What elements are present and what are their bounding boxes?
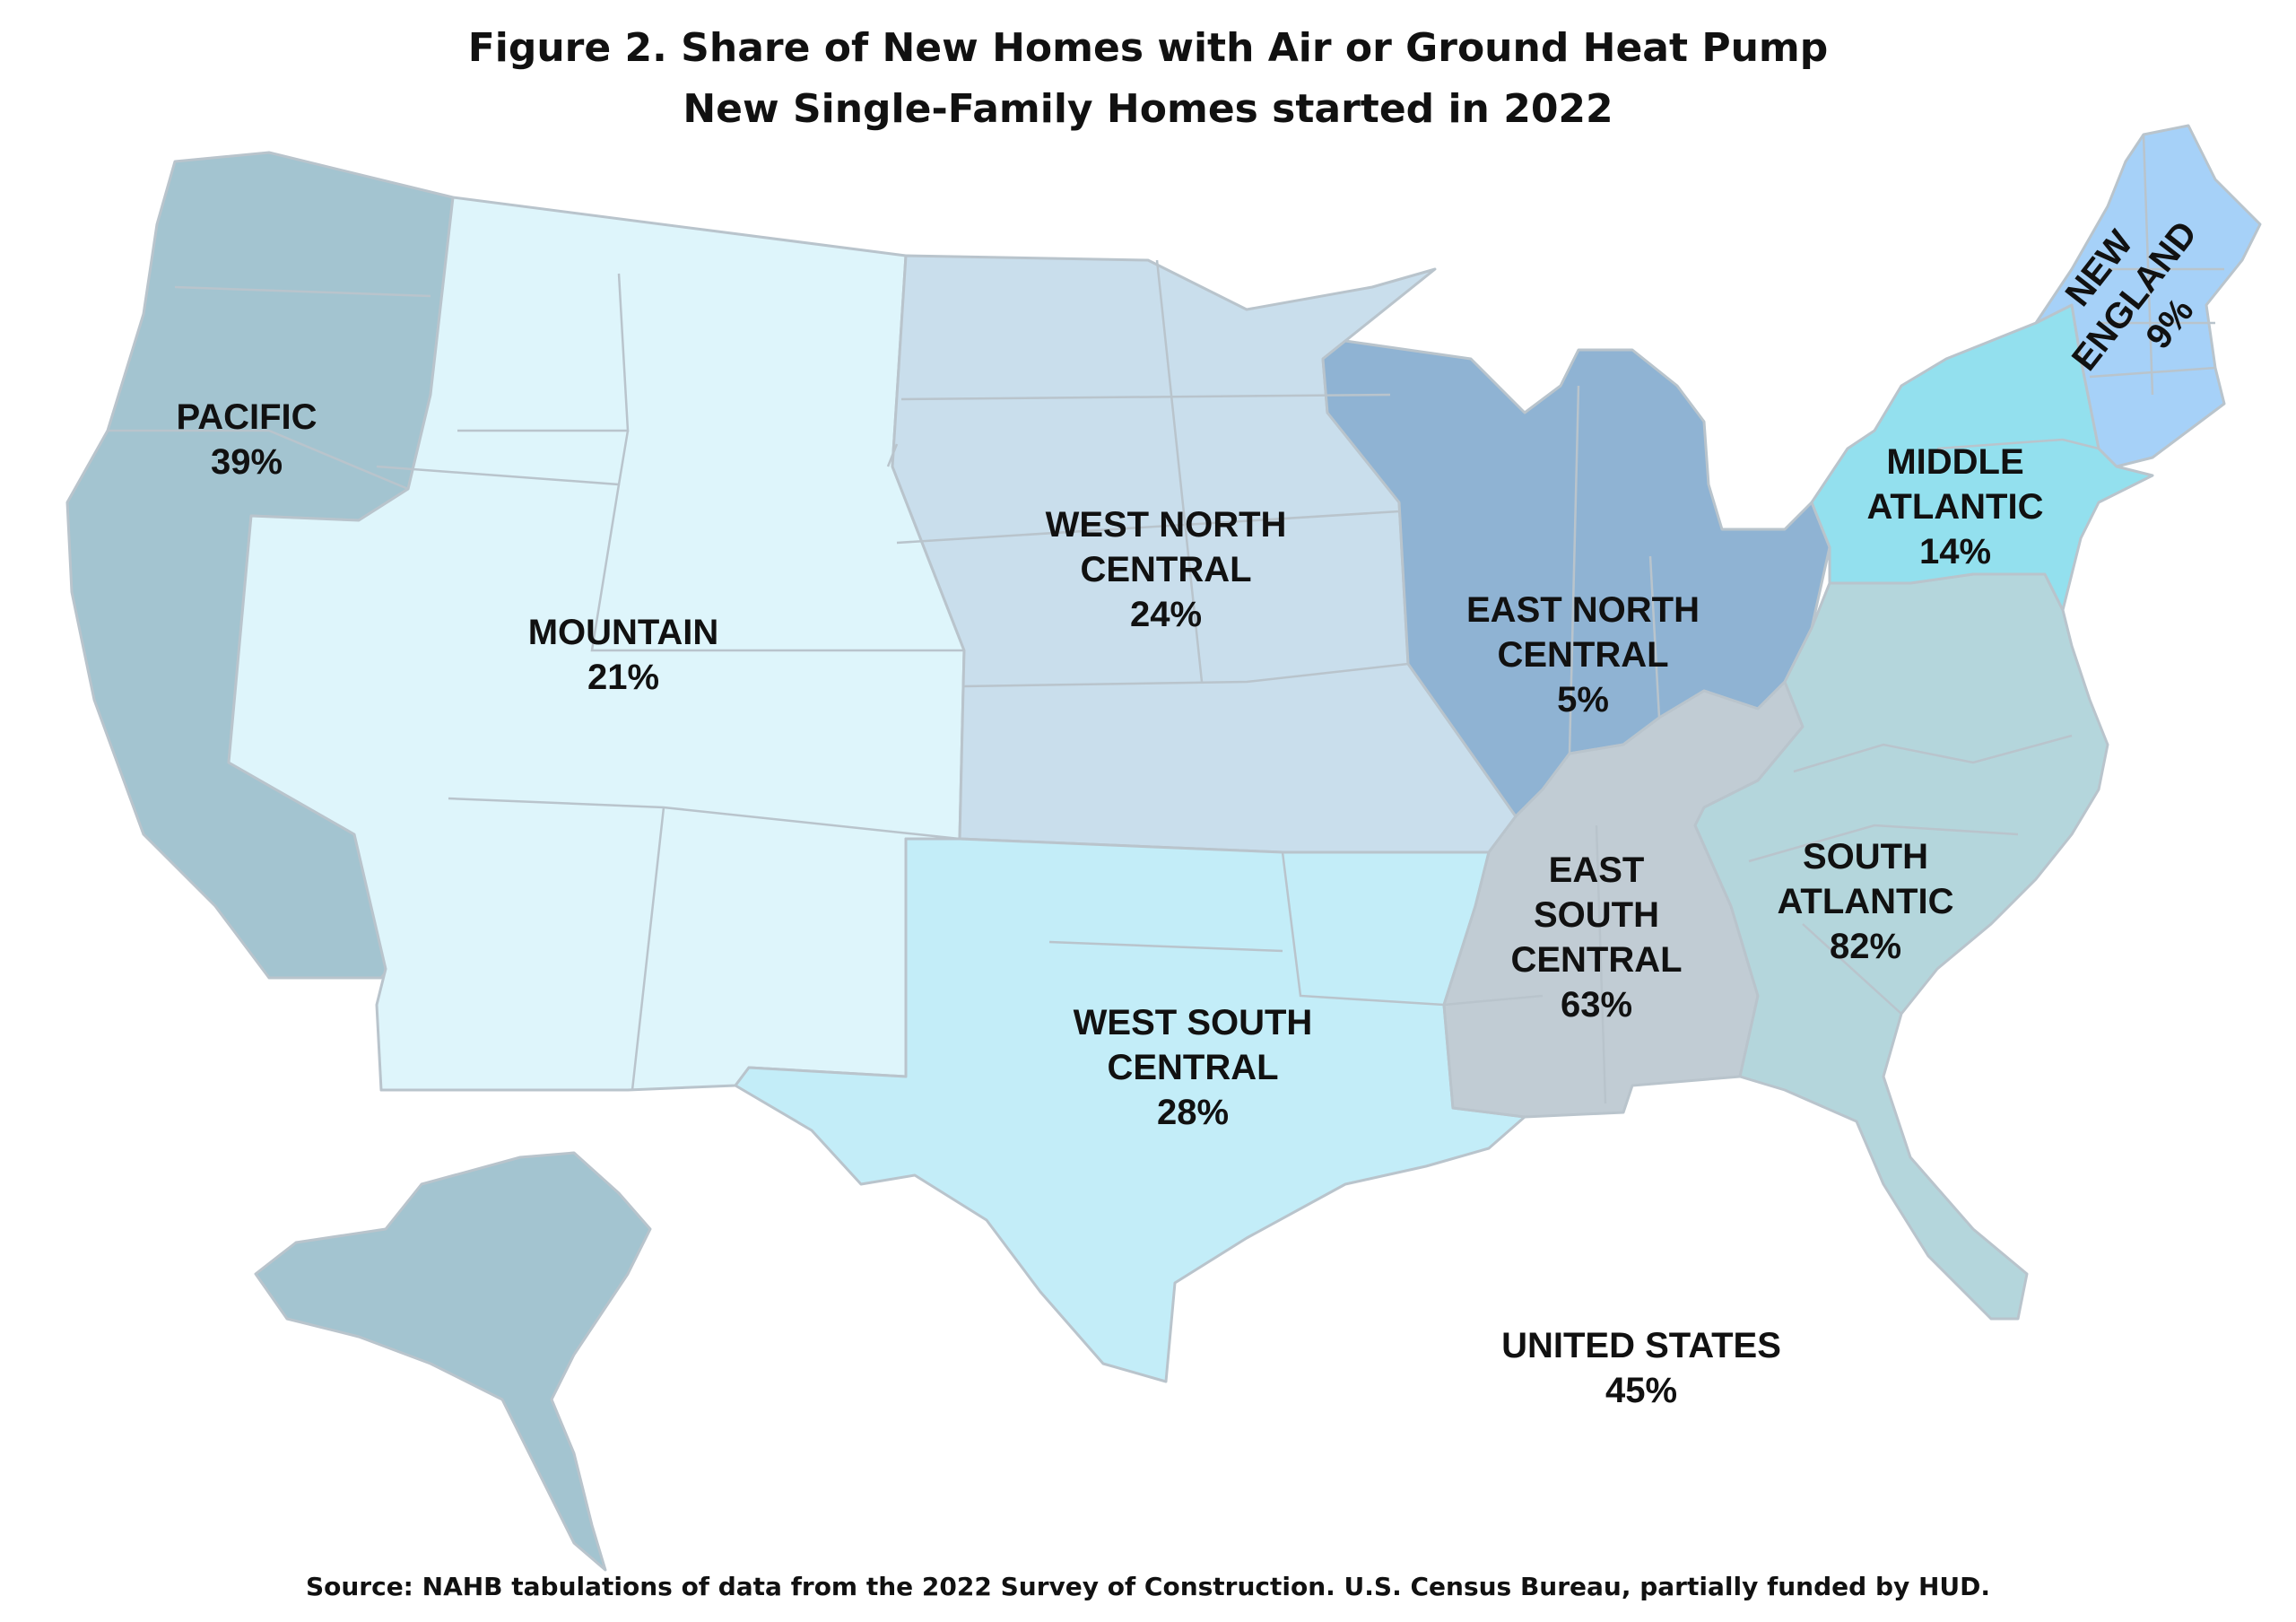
map-subtitle: New Single-Family Homes started in 2022 bbox=[683, 86, 1613, 132]
label-west-south-central: WEST SOUTH CENTRAL 28% bbox=[1049, 1000, 1336, 1135]
region-middle-atlantic[interactable] bbox=[1810, 303, 2154, 612]
region-value: 28% bbox=[1156, 1093, 1230, 1132]
region-value: 24% bbox=[1129, 595, 1203, 634]
source-note: Source: NAHB tabulations of data from th… bbox=[305, 1572, 1991, 1601]
map-title: Figure 2. Share of New Homes with Air or… bbox=[467, 25, 1829, 71]
label-east-north-central: EAST NORTH CENTRAL 5% bbox=[1439, 588, 1726, 722]
label-east-south-central: EAST SOUTH CENTRAL 63% bbox=[1493, 848, 1700, 1027]
region-name-line2: ATLANTIC bbox=[1866, 487, 2044, 527]
region-name: MOUNTAIN bbox=[527, 613, 719, 652]
region-value: 5% bbox=[1557, 680, 1609, 719]
label-south-atlantic: SOUTH ATLANTIC 82% bbox=[1762, 834, 1969, 969]
region-value: 63% bbox=[1560, 985, 1633, 1025]
region-value: 21% bbox=[587, 658, 660, 697]
region-name-line2: SOUTH bbox=[1534, 895, 1659, 935]
region-name: PACIFIC bbox=[176, 397, 317, 437]
region-name-line2: CENTRAL bbox=[1107, 1048, 1279, 1087]
region-name-line1: WEST SOUTH bbox=[1073, 1003, 1313, 1042]
region-alaska[interactable] bbox=[254, 1151, 652, 1572]
region-value: 14% bbox=[1918, 532, 1992, 571]
label-mountain: MOUNTAIN 21% bbox=[516, 610, 731, 700]
region-name-line3: CENTRAL bbox=[1510, 940, 1683, 980]
region-value: 82% bbox=[1829, 927, 1902, 966]
region-name-line2: ATLANTIC bbox=[1777, 882, 1954, 921]
region-name-line1: MIDDLE bbox=[1886, 442, 2024, 482]
region-value: 39% bbox=[210, 442, 283, 482]
region-name-line1: SOUTH bbox=[1803, 837, 1928, 876]
region-name-line2: CENTRAL bbox=[1497, 635, 1669, 675]
region-name-line2: CENTRAL bbox=[1080, 550, 1252, 589]
region-name-line1: WEST NORTH bbox=[1045, 505, 1287, 545]
label-pacific: PACIFIC 39% bbox=[157, 395, 336, 484]
label-west-north-central: WEST NORTH CENTRAL 24% bbox=[1022, 502, 1309, 637]
label-middle-atlantic: MIDDLE ATLANTIC 14% bbox=[1852, 440, 2058, 574]
us-name: UNITED STATES bbox=[1501, 1326, 1781, 1365]
us-value: 45% bbox=[1605, 1371, 1678, 1410]
region-name-line1: EAST NORTH bbox=[1466, 590, 1700, 630]
region-name-line1: EAST bbox=[1548, 850, 1645, 890]
label-united-states: UNITED STATES 45% bbox=[1475, 1323, 1807, 1413]
